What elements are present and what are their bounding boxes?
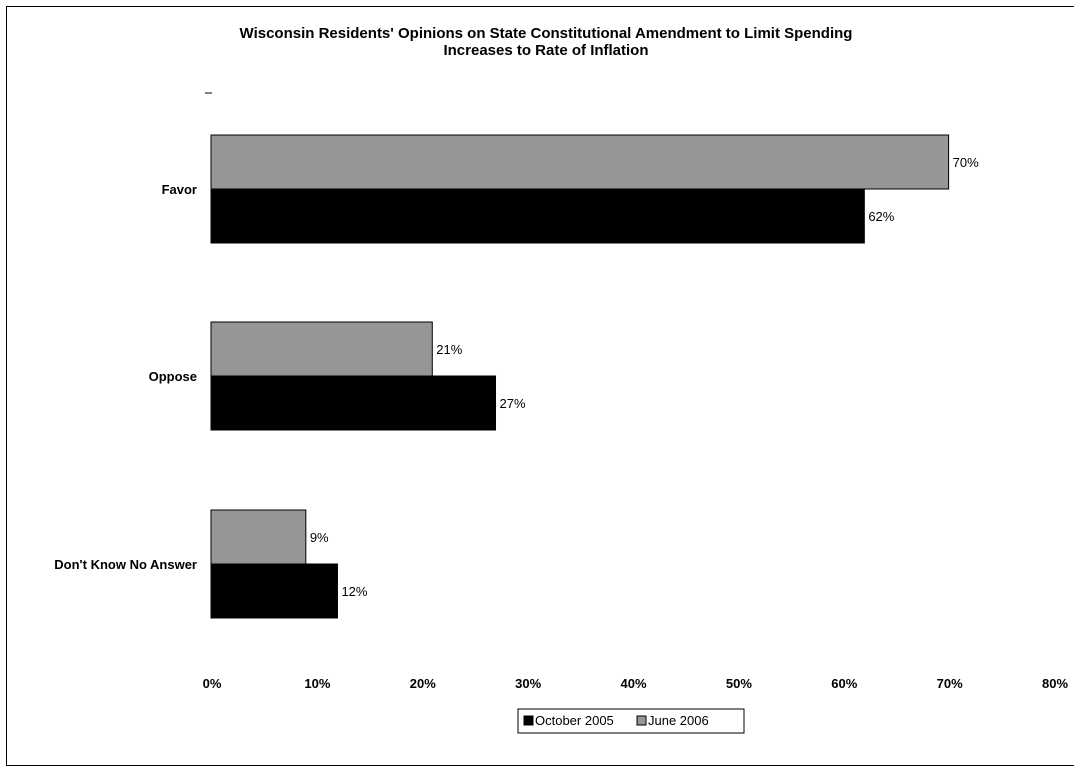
- legend-swatch-june-2006: [636, 715, 647, 726]
- x-tick-label-70: 70%: [937, 676, 963, 691]
- category-labels: Favor Oppose Don't Know No Answer: [54, 182, 197, 572]
- data-label-don-t-know-no-answer-june-2006: 9%: [310, 530, 329, 545]
- bar-don-t-know-no-answer-june-2006: [210, 509, 307, 565]
- x-tick-label-20: 20%: [410, 676, 436, 691]
- x-tick-label-80: 80%: [1042, 676, 1068, 691]
- x-tick-label-30: 30%: [515, 676, 541, 691]
- bars-group: 70% 62% 21% 27% 9% 12%: [210, 134, 979, 619]
- legend-swatch-october-2005: [523, 715, 534, 726]
- legend: October 2005 June 2006: [517, 708, 745, 734]
- bar-oppose-june-2006: [210, 321, 433, 377]
- bar-favor-june-2006: [210, 134, 950, 190]
- x-tick-label-50: 50%: [726, 676, 752, 691]
- x-tick-label-60: 60%: [831, 676, 857, 691]
- category-label-oppose: Oppose: [149, 369, 197, 384]
- x-axis-tick-labels: 0% 10% 20% 30% 40% 50% 60% 70% 80%: [203, 676, 1069, 691]
- data-label-favor-october-2005: 62%: [868, 209, 894, 224]
- chart-title-line-1: Wisconsin Residents' Opinions on State C…: [240, 25, 853, 42]
- legend-label-june-2006: June 2006: [648, 713, 709, 728]
- data-label-oppose-june-2006: 21%: [436, 342, 462, 357]
- x-tick-label-0: 0%: [203, 676, 222, 691]
- chart-title: Wisconsin Residents' Opinions on State C…: [240, 25, 853, 59]
- bar-don-t-know-no-answer-october-2005: [210, 563, 338, 619]
- chart-title-line-2: Increases to Rate of Inflation: [443, 42, 648, 59]
- bar-oppose-october-2005: [210, 375, 497, 431]
- x-tick-label-10: 10%: [304, 676, 330, 691]
- category-label-favor: Favor: [162, 182, 197, 197]
- x-tick-label-40: 40%: [620, 676, 646, 691]
- data-label-favor-june-2006: 70%: [953, 155, 979, 170]
- legend-label-october-2005: October 2005: [535, 713, 614, 728]
- data-label-oppose-october-2005: 27%: [500, 396, 526, 411]
- chart-frame: [6, 6, 1074, 766]
- chart: Wisconsin Residents' Opinions on State C…: [54, 25, 1069, 734]
- category-label-don-t-know-no-answer: Don't Know No Answer: [54, 557, 197, 572]
- bar-favor-october-2005: [210, 188, 865, 244]
- legend-box: [517, 708, 745, 734]
- data-label-don-t-know-no-answer-october-2005: 12%: [341, 584, 367, 599]
